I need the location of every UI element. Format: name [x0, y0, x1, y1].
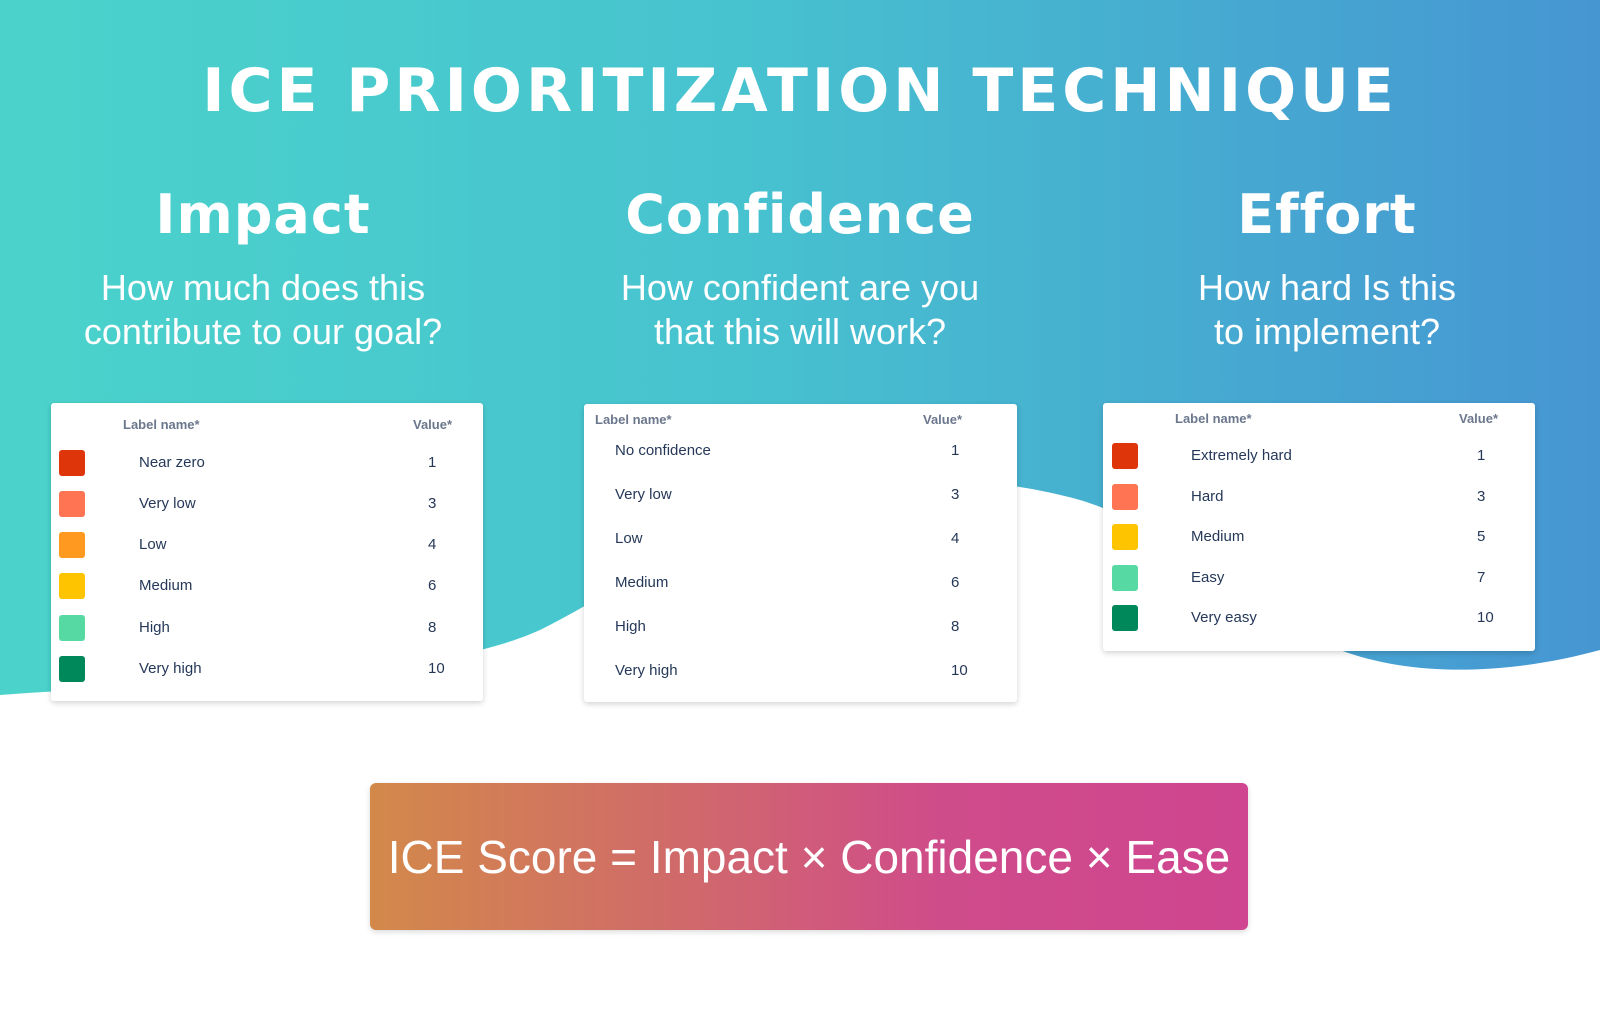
table-row[interactable]: Hard 3	[1103, 482, 1535, 512]
impact-table: Label name* Value* Near zero 1 Very low …	[51, 403, 483, 701]
ice-score-formula: ICE Score = Impact × Confidence × Ease	[370, 783, 1248, 930]
table-row[interactable]: Medium 6	[615, 574, 960, 591]
confidence-question: How confident are you that this will wor…	[620, 267, 980, 352]
color-swatch	[1112, 565, 1138, 591]
table-row[interactable]: Medium 6	[51, 571, 483, 601]
effort-table: Label name* Value* Extremely hard 1 Hard…	[1103, 403, 1535, 651]
table-row[interactable]: No confidence 1	[615, 442, 960, 459]
confidence-header: Confidence How confident are you that th…	[540, 183, 1060, 354]
color-swatch	[59, 491, 85, 517]
effort-header: Effort How hard Is this to implement?	[1067, 183, 1587, 354]
table-row[interactable]: High 8	[615, 618, 960, 635]
label-column-header: Label name*	[1175, 411, 1252, 426]
table-row[interactable]: Very easy 10	[1103, 603, 1535, 633]
color-swatch	[59, 573, 85, 599]
table-row[interactable]: Near zero 1	[51, 448, 483, 478]
color-swatch	[1112, 605, 1138, 631]
color-swatch	[59, 450, 85, 476]
table-row[interactable]: Very low 3	[615, 486, 960, 503]
effort-title: Effort	[1237, 183, 1417, 246]
formula-text: ICE Score = Impact × Confidence × Ease	[387, 830, 1231, 883]
table-row[interactable]: Low 4	[615, 530, 960, 547]
value-column-header: Value*	[413, 417, 453, 432]
table-row[interactable]: High 8	[51, 613, 483, 643]
impact-question: How much does this contribute to our goa…	[83, 267, 443, 352]
value-column-header: Value*	[923, 412, 963, 427]
confidence-title: Confidence	[625, 183, 975, 246]
table-row[interactable]: Extremely hard 1	[1103, 441, 1535, 471]
table-row[interactable]: Very high 10	[51, 654, 483, 684]
value-column-header: Value*	[1459, 411, 1499, 426]
table-row[interactable]: Very low 3	[51, 489, 483, 519]
page-title: ICE PRIORITIZATION TECHNIQUE	[202, 56, 1398, 126]
label-column-header: Label name*	[595, 412, 672, 427]
color-swatch	[59, 656, 85, 682]
color-swatch	[1112, 443, 1138, 469]
table-row[interactable]: Low 4	[51, 530, 483, 560]
confidence-table: Label name* Value* No confidence 1 Very …	[584, 404, 1017, 702]
label-column-header: Label name*	[123, 417, 200, 432]
table-row[interactable]: Medium 5	[1103, 522, 1535, 552]
effort-question: How hard Is this to implement?	[1197, 267, 1457, 352]
table-row[interactable]: Easy 7	[1103, 563, 1535, 593]
color-swatch	[59, 615, 85, 641]
color-swatch	[1112, 524, 1138, 550]
table-row[interactable]: Very high 10	[615, 662, 968, 679]
impact-title: Impact	[155, 183, 371, 246]
color-swatch	[1112, 484, 1138, 510]
color-swatch	[59, 532, 85, 558]
impact-header: Impact How much does this contribute to …	[3, 183, 523, 354]
